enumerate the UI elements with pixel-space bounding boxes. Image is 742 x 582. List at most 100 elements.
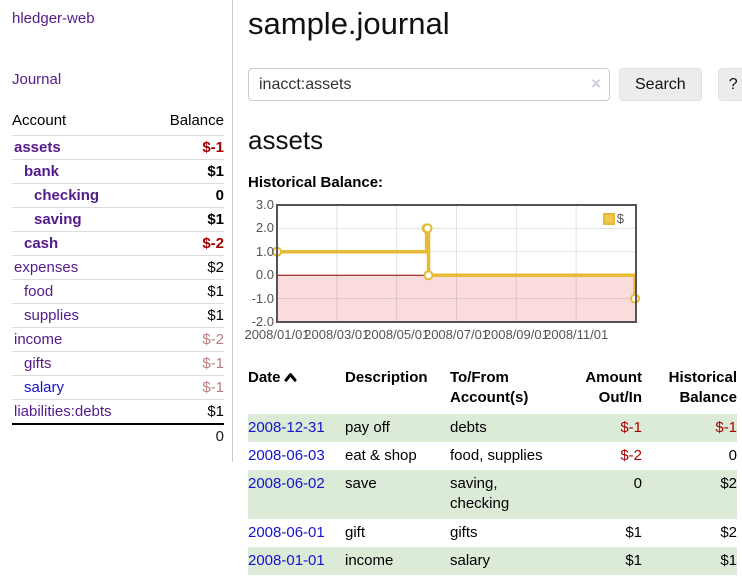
transaction-amount: $1 (625, 523, 642, 541)
clear-search-icon[interactable]: × (591, 74, 601, 93)
search-button[interactable]: Search (619, 68, 702, 101)
account-row-salary: salary $-1 (12, 375, 224, 400)
account-balance-assets: $-1 (149, 135, 224, 160)
account-link-income[interactable]: income (14, 331, 63, 348)
data-point-marker (423, 270, 434, 281)
register-header-accounts: To/From Account(s) (450, 369, 529, 407)
account-row-gifts: gifts $-1 (12, 351, 224, 376)
transaction-balance: $1 (720, 551, 737, 569)
data-point-marker (422, 223, 433, 234)
search-row: × Search ? (248, 68, 742, 101)
account-link-liabilities-debts[interactable]: liabilities:debts (14, 403, 112, 420)
account-balance-liabilities-debts: $1 (149, 399, 224, 424)
accounts-total-spacer (12, 423, 150, 448)
x-tick-label: 2008/07/01 (423, 327, 490, 342)
transaction-balance: $-1 (715, 418, 737, 436)
transaction-date-link[interactable]: 2008-06-03 (248, 446, 325, 464)
plot-border (276, 204, 637, 323)
transaction-description: gift (345, 523, 366, 541)
account-balance-gifts: $-1 (149, 351, 224, 376)
search-input[interactable] (248, 68, 610, 101)
account-title: assets (248, 125, 324, 155)
x-tick-label: 2008/05/01 (364, 327, 430, 342)
y-tick-label: 3.0 (255, 197, 274, 212)
sort-asc-icon (284, 368, 297, 388)
transaction-balance: $2 (720, 475, 737, 492)
account-link-food[interactable]: food (24, 283, 54, 300)
brand-link[interactable]: hledger-web (12, 10, 95, 27)
chart-canvas (272, 204, 640, 323)
transaction-amount: $1 (625, 551, 642, 569)
account-balance-checking: 0 (149, 183, 224, 208)
account-row-income: income $-2 (12, 327, 224, 352)
account-balance-bank: $1 (149, 159, 224, 184)
transaction-date-link[interactable]: 2008-06-01 (248, 523, 325, 541)
account-link-gifts[interactable]: gifts (24, 355, 52, 372)
account-balance-supplies: $1 (149, 303, 224, 328)
transaction-accounts: saving, checking (450, 475, 510, 513)
help-button[interactable]: ? (717, 68, 742, 101)
register-row-2008-06-03: 2008-06-03 eat & shop food, supplies $-2 0 (248, 442, 737, 470)
accounts-header-account: Account (12, 112, 67, 129)
transaction-date-link[interactable]: 2008-01-01 (248, 551, 325, 569)
account-balance-cash: $-2 (149, 231, 224, 256)
register-row-2008-01-01: 2008-01-01 income salary $1 $1 (248, 546, 737, 575)
search-box: × (248, 68, 610, 101)
chart-title: Historical Balance: (248, 174, 384, 191)
account-link-expenses[interactable]: expenses (14, 259, 79, 276)
account-row-assets: assets $-1 (12, 135, 224, 160)
account-link-bank[interactable]: bank (24, 163, 60, 180)
legend-label: $ (616, 211, 624, 226)
y-tick-label: 1.0 (255, 243, 274, 259)
historical-balance-chart: 3.0 2.0 1.0 0.0 -1.0 -2.0 2008/01/01 2008/03/01… (244, 197, 640, 343)
x-tick-label: 2008/03/01 (304, 327, 370, 342)
sidebar: hledger-web Journal Account Balance asse… (0, 0, 233, 462)
register-row-2008-06-02: 2008-06-02 save saving, checking 0 $2 (248, 470, 737, 519)
account-row-checking: checking 0 (12, 183, 224, 208)
transaction-accounts: salary (450, 551, 491, 569)
chart-legend: $ (600, 210, 626, 227)
main-content: sample.journal × Search ? assets Histori… (244, 0, 742, 575)
account-row-saving: saving $1 (12, 207, 224, 232)
account-link-supplies[interactable]: supplies (24, 307, 80, 324)
y-tick-label: 0.0 (255, 267, 274, 283)
y-tick-label: -1.0 (251, 290, 274, 306)
transaction-date-link[interactable]: 2008-06-02 (248, 475, 325, 492)
account-balance-income: $-2 (149, 327, 224, 352)
accounts-total-row: 0 (12, 423, 224, 448)
account-link-checking[interactable]: checking (34, 187, 100, 204)
register-header-date[interactable]: Date (248, 365, 345, 414)
account-row-supplies: supplies $1 (12, 303, 224, 328)
register-header-description: Description (345, 369, 428, 386)
account-row-expenses: expenses $2 (12, 255, 224, 280)
accounts-total-balance: 0 (149, 423, 224, 448)
transaction-description: income (345, 551, 394, 569)
account-link-salary[interactable]: salary (24, 379, 65, 396)
x-tick-label: 2008/09/01 (483, 327, 549, 342)
account-row-bank: bank $1 (12, 159, 224, 184)
accounts-table: Account Balance assets $-1 bank $1 checking 0… (12, 108, 224, 448)
account-row-cash: cash $-2 (12, 231, 224, 256)
account-balance-expenses: $2 (149, 255, 224, 280)
account-link-assets[interactable]: assets (14, 139, 61, 156)
account-row-liabilities-debts: liabilities:debts $1 (12, 399, 224, 424)
account-link-cash[interactable]: cash (24, 235, 59, 252)
account-link-saving[interactable]: saving (34, 211, 82, 228)
transaction-date-link[interactable]: 2008-12-31 (248, 418, 325, 436)
transaction-accounts: gifts (450, 523, 478, 541)
x-tick-label: 2008/01/01 (244, 327, 310, 342)
x-tick-label: 2008/11/01 (544, 327, 609, 342)
accounts-header-row: Account Balance (12, 108, 224, 136)
account-balance-saving: $1 (149, 207, 224, 232)
negative-region-highlight (277, 275, 636, 322)
y-tick-label: 2.0 (255, 220, 274, 236)
transaction-balance: $2 (720, 523, 737, 541)
nav-journal-link[interactable]: Journal (12, 71, 62, 88)
register-header-row: Date Description To/From Account(s) Amou… (248, 365, 737, 414)
transaction-description: eat & shop (345, 446, 417, 464)
register-header-amount: Amount Out/In (585, 369, 642, 407)
accounts-header-balance: Balance (169, 112, 224, 129)
transaction-amount: 0 (633, 475, 642, 492)
register-header-balance: Historical Balance (668, 369, 737, 407)
